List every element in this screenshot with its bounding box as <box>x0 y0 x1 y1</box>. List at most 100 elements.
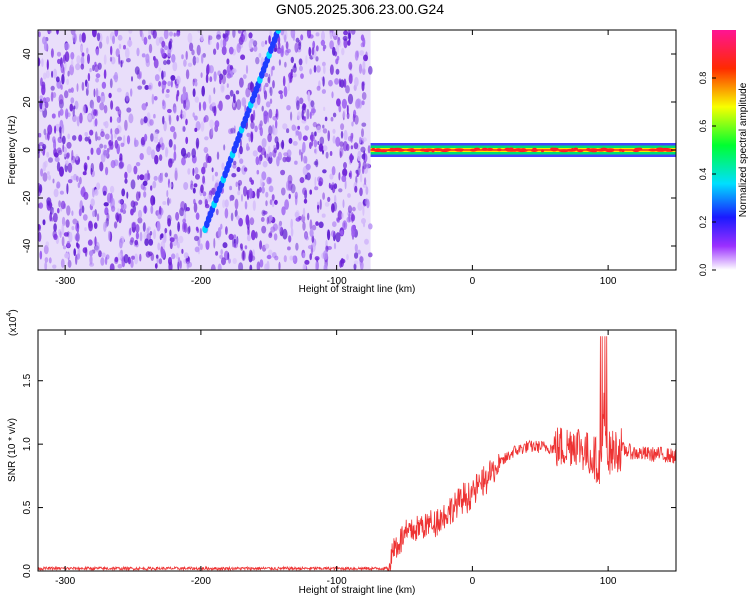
noise-speck <box>331 91 334 99</box>
noise-speck <box>259 178 264 188</box>
noise-speck <box>56 184 60 189</box>
noise-speck <box>323 65 326 75</box>
noise-speck <box>211 127 214 136</box>
noise-speck <box>195 212 200 220</box>
noise-speck <box>239 158 244 164</box>
noise-speck <box>68 231 73 243</box>
colorbar-ticks: 0.0 0.2 0.4 0.6 0.8 <box>698 72 716 276</box>
noise-speck <box>65 219 70 228</box>
noise-speck <box>311 224 317 231</box>
noise-speck <box>335 68 340 75</box>
noise-speck <box>64 252 70 259</box>
noise-speck <box>206 63 210 75</box>
noise-speck <box>94 189 99 196</box>
colorbar: 0.0 0.2 0.4 0.6 0.8 Normalized spectral ampl… <box>698 30 749 276</box>
noise-speck <box>175 93 179 102</box>
noise-speck <box>108 230 111 241</box>
noise-speck <box>163 30 169 40</box>
noise-speck <box>213 87 216 95</box>
noise-speck <box>48 174 51 181</box>
noise-speck <box>75 63 81 71</box>
noise-speck <box>288 193 291 199</box>
spectrogram-x-label: Height of straight line (km) <box>299 284 416 295</box>
noise-speck <box>63 232 69 237</box>
noise-speck <box>337 36 341 46</box>
noise-speck <box>219 77 222 85</box>
noise-speck <box>283 255 287 263</box>
noise-speck <box>76 220 79 229</box>
noise-speck <box>316 125 322 133</box>
noise-speck <box>114 139 119 149</box>
noise-speck <box>284 49 289 56</box>
noise-speck <box>160 48 165 58</box>
noise-speck <box>79 112 83 124</box>
noise-speck <box>227 252 230 261</box>
noise-speck <box>298 215 302 221</box>
noise-speck <box>213 238 216 249</box>
noise-speck <box>145 251 151 258</box>
noise-speck <box>246 143 249 152</box>
noise-speck <box>114 127 120 135</box>
noise-speck <box>358 160 361 169</box>
noise-speck <box>76 243 80 249</box>
noise-speck <box>153 229 156 240</box>
noise-speck <box>62 66 65 76</box>
noise-speck <box>95 131 98 142</box>
noise-speck <box>192 55 197 66</box>
noise-speck <box>323 250 328 261</box>
noise-speck <box>154 154 159 165</box>
noise-speck <box>281 45 284 54</box>
noise-speck <box>169 241 173 250</box>
noise-speck <box>348 32 351 42</box>
noise-speck <box>363 54 368 62</box>
noise-speck <box>313 65 317 73</box>
noise-speck <box>296 100 300 111</box>
noise-speck <box>100 257 105 266</box>
noise-speck <box>49 206 55 215</box>
noise-speck <box>309 68 312 75</box>
noise-speck <box>269 86 273 97</box>
noise-speck <box>143 173 149 183</box>
noise-speck <box>236 43 241 53</box>
noise-speck <box>72 218 78 225</box>
noise-speck <box>343 129 348 141</box>
noise-speck <box>47 171 50 176</box>
noise-speck <box>302 135 308 141</box>
noise-speck <box>38 203 41 208</box>
noise-speck <box>181 110 187 120</box>
noise-speck <box>312 40 316 49</box>
noise-speck <box>278 261 281 270</box>
noise-speck <box>339 260 343 268</box>
noise-speck <box>73 105 76 110</box>
noise-speck <box>286 180 291 191</box>
noise-speck <box>153 175 158 181</box>
noise-speck <box>303 198 308 204</box>
noise-speck <box>233 234 237 239</box>
noise-speck <box>236 166 241 172</box>
noise-speck <box>324 116 328 122</box>
noise-speck <box>166 59 171 65</box>
noise-speck <box>240 33 245 43</box>
noise-speck <box>170 126 176 133</box>
noise-speck <box>110 100 114 110</box>
noise-speck <box>335 136 341 147</box>
noise-speck <box>150 253 155 261</box>
noise-speck <box>261 171 267 181</box>
noise-speck <box>241 194 243 202</box>
noise-speck <box>332 221 337 228</box>
noise-speck <box>87 114 92 120</box>
noise-speck <box>202 175 206 184</box>
snr-scale-exponent: 4 <box>6 313 13 317</box>
noise-speck <box>169 198 172 204</box>
noise-speck <box>63 90 69 99</box>
snr-line-layer <box>38 336 676 571</box>
noise-speck <box>54 156 60 163</box>
noise-speck <box>82 105 86 116</box>
noise-speck <box>316 85 321 91</box>
noise-speck <box>105 166 109 176</box>
noise-speck <box>319 199 322 210</box>
noise-speck <box>272 223 278 231</box>
noise-speck <box>92 30 97 38</box>
noise-speck <box>361 128 364 138</box>
colorbar-label: Normalized spectral amplitude <box>738 82 749 217</box>
